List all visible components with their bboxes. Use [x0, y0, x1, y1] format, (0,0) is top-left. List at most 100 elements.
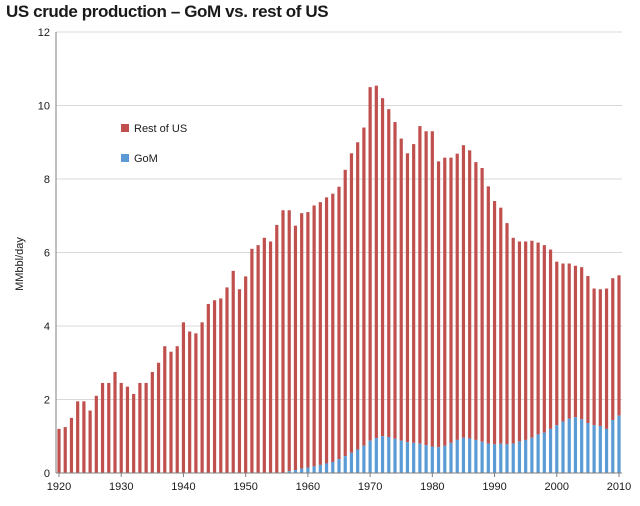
bar-gom — [505, 444, 509, 473]
bar-rest-of-us — [561, 263, 565, 422]
bar-rest-of-us — [362, 127, 366, 446]
x-tick-label: 1940 — [171, 481, 195, 493]
bar-gom — [480, 441, 484, 473]
bar-gom — [604, 428, 609, 473]
bar-gom — [349, 452, 354, 473]
bar-gom — [356, 449, 360, 473]
bar-rest-of-us — [244, 276, 248, 473]
bar-rest-of-us — [76, 401, 80, 473]
bar-gom — [468, 438, 472, 473]
y-tick-label: 10 — [38, 101, 50, 113]
bar-rest-of-us — [611, 278, 615, 421]
bar-gom — [443, 445, 447, 473]
bar-rest-of-us — [499, 207, 503, 444]
bar-rest-of-us — [356, 142, 360, 450]
bar-gom — [617, 415, 621, 473]
bar-rest-of-us — [63, 427, 67, 473]
bar-rest-of-us — [405, 153, 410, 443]
bar-gom — [306, 467, 310, 473]
bar-gom — [331, 461, 335, 473]
bar-rest-of-us — [567, 263, 571, 419]
legend-swatch-gom — [121, 154, 129, 162]
bar-gom — [287, 471, 291, 473]
bar-gom — [598, 425, 602, 473]
bar-gom — [343, 456, 347, 473]
bar-rest-of-us — [393, 122, 397, 439]
bar-gom — [418, 443, 422, 473]
bar-gom — [362, 445, 366, 473]
bar-rest-of-us — [617, 275, 621, 416]
bar-rest-of-us — [486, 186, 490, 444]
bar-gom — [436, 447, 441, 473]
bar-rest-of-us — [418, 126, 422, 444]
bar-rest-of-us — [387, 109, 391, 437]
bar-rest-of-us — [88, 410, 92, 473]
bar-rest-of-us — [256, 245, 260, 473]
bar-rest-of-us — [430, 131, 434, 447]
bar-rest-of-us — [380, 98, 385, 437]
bar-gom — [486, 443, 490, 473]
bar-rest-of-us — [225, 287, 229, 473]
bar-rest-of-us — [517, 241, 522, 442]
bar-rest-of-us — [548, 249, 553, 429]
bar-rest-of-us — [94, 395, 98, 473]
y-tick-labels: 0 2 4 6 8 10 12 — [38, 27, 50, 480]
bar-rest-of-us — [188, 331, 192, 473]
bar-rest-of-us — [586, 276, 590, 424]
chart-title: US crude production – GoM vs. rest of US — [6, 2, 329, 21]
bar-rest-of-us — [306, 212, 310, 468]
x-tick-label: 2010 — [607, 481, 631, 493]
bar-rest-of-us — [138, 382, 142, 473]
bar-rest-of-us — [449, 157, 453, 443]
bar-rest-of-us — [250, 248, 254, 473]
x-tick-label: 1920 — [47, 481, 71, 493]
bar-gom — [499, 443, 503, 473]
bar-gom — [430, 446, 434, 473]
bar-rest-of-us — [455, 153, 459, 440]
x-tick-label: 1960 — [296, 481, 320, 493]
bar-rest-of-us — [268, 241, 273, 473]
bar-gom — [611, 420, 615, 473]
bar-rest-of-us — [275, 224, 279, 473]
bar-rest-of-us — [468, 150, 472, 439]
bar-rest-of-us — [200, 322, 204, 473]
bar-gom — [555, 425, 559, 473]
bar-rest-of-us — [443, 157, 447, 446]
bar-gom — [511, 443, 515, 473]
bar-gom — [492, 444, 497, 473]
bar-rest-of-us — [324, 197, 329, 464]
bar-gom — [412, 442, 416, 473]
y-tick-label: 6 — [44, 248, 50, 260]
bar-gom — [455, 439, 459, 473]
bar-rest-of-us — [150, 371, 154, 473]
bar-rest-of-us — [237, 289, 242, 473]
bar-rest-of-us — [169, 351, 173, 473]
bar-rest-of-us — [219, 298, 223, 473]
bar-gom — [424, 445, 428, 473]
bar-rest-of-us — [125, 386, 130, 473]
legend-swatch-rest-of-us — [121, 124, 129, 132]
bar-gom — [312, 466, 316, 473]
bar-rest-of-us — [212, 300, 217, 473]
bar-gom — [324, 463, 329, 473]
bar-rest-of-us — [530, 240, 534, 438]
bar-rest-of-us — [163, 346, 167, 473]
bar-rest-of-us — [555, 261, 559, 426]
y-tick-label: 4 — [44, 321, 50, 333]
bar-gom — [293, 470, 298, 473]
bar-rest-of-us — [337, 186, 341, 460]
bar-rest-of-us — [206, 303, 210, 473]
bar-rest-of-us — [436, 161, 441, 448]
bar-rest-of-us — [82, 401, 86, 473]
bar-gom — [368, 440, 372, 473]
bar-rest-of-us — [349, 153, 354, 453]
bar-rest-of-us — [474, 162, 478, 440]
bar-gom — [517, 441, 522, 473]
bar-gom — [548, 428, 553, 473]
bar-rest-of-us — [113, 371, 117, 473]
bar-rest-of-us — [368, 87, 372, 441]
bar-rest-of-us — [604, 288, 609, 429]
bar-rest-of-us — [524, 241, 528, 440]
bar-rest-of-us — [300, 213, 304, 469]
